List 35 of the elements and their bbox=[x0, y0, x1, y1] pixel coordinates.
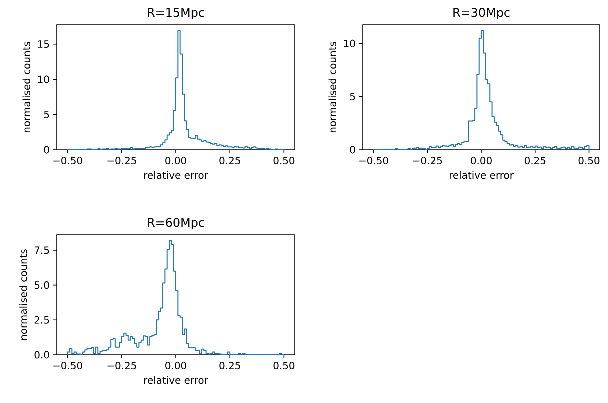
y-tick-label: 5 bbox=[350, 93, 356, 101]
y-tick-label: 10 bbox=[38, 76, 50, 84]
x-tick-label: 0.50 bbox=[274, 362, 295, 370]
y-tick-label: 15 bbox=[38, 40, 50, 48]
y-axis-title: normalised counts bbox=[20, 250, 28, 340]
y-tick-label: 7.5 bbox=[34, 246, 50, 254]
y-tick-label: 5 bbox=[44, 111, 50, 118]
y-axis-title: normalised counts bbox=[22, 42, 30, 132]
y-tick-label: 0.0 bbox=[34, 351, 50, 359]
x-tick-label: 0.00 bbox=[166, 157, 186, 165]
x-tick-label: −0.50 bbox=[54, 362, 82, 370]
x-axis-title: relative error bbox=[144, 376, 208, 384]
x-tick-label: −0.25 bbox=[108, 362, 136, 370]
x-tick-label: 0.00 bbox=[471, 157, 492, 165]
y-tick-label: 10 bbox=[344, 40, 356, 48]
x-axis-title: relative error bbox=[450, 171, 514, 180]
x-tick-label: 0.25 bbox=[524, 157, 546, 165]
y-tick-label: 5.0 bbox=[34, 282, 50, 290]
x-tick-label: −0.25 bbox=[413, 157, 442, 165]
chart-title: R=30Mpc bbox=[454, 8, 510, 20]
x-tick-label: 0.50 bbox=[274, 157, 295, 165]
chart-title: R=60Mpc bbox=[148, 218, 204, 230]
x-tick-label: −0.25 bbox=[108, 157, 136, 165]
chart-title: R=15Mpc bbox=[148, 8, 204, 20]
y-tick-label: 0 bbox=[350, 146, 356, 154]
x-tick-label: −0.50 bbox=[360, 157, 388, 165]
x-tick-label: −0.50 bbox=[54, 157, 82, 165]
y-tick-label: 0 bbox=[44, 146, 50, 154]
x-tick-label: 0.25 bbox=[220, 157, 240, 165]
x-tick-label: 0.50 bbox=[578, 157, 600, 165]
y-axis-title: normalised counts bbox=[328, 42, 336, 132]
x-axis-title: relative error bbox=[144, 171, 208, 180]
x-tick-label: 0.25 bbox=[220, 362, 240, 370]
x-tick-label: 0.00 bbox=[166, 362, 186, 370]
y-tick-label: 2.5 bbox=[34, 316, 50, 324]
